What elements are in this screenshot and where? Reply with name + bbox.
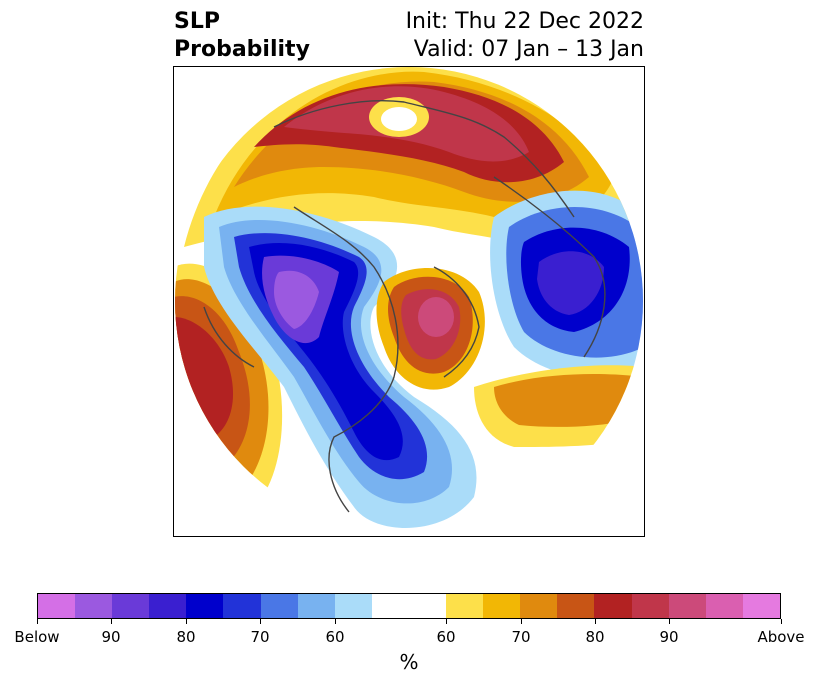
colorbar-tick-label: Above (757, 628, 805, 646)
colorbar-segment (149, 594, 187, 618)
colorbar-segment (668, 594, 706, 618)
colorbar-segment (297, 594, 335, 618)
colorbar-tickmark (669, 619, 670, 624)
title-line-1: SLP (174, 9, 220, 34)
colorbar-tick-label: 70 (250, 628, 270, 646)
colorbar-tickmark (781, 619, 782, 624)
colorbar-segment (75, 594, 113, 618)
colorbar-segment (112, 594, 150, 618)
colorbar-tick-label: 90 (101, 628, 121, 646)
colorbar-tickmark (111, 619, 112, 624)
colorbar-unit: % (399, 650, 419, 674)
colorbar-tick-label: 80 (176, 628, 196, 646)
colorbar-tickmark (335, 619, 336, 624)
colorbar-tickmark (521, 619, 522, 624)
colorbar-tick-label: 60 (325, 628, 345, 646)
coastlines (203, 100, 606, 513)
init-date: Init: Thu 22 Dec 2022 (405, 9, 644, 34)
title-line-2: Probability (174, 37, 310, 62)
colorbar-tick-label: 70 (511, 628, 531, 646)
colorbar-tick-label: Below (14, 628, 60, 646)
colorbar-segment (520, 594, 558, 618)
colorbar-tickmark (37, 619, 38, 624)
colorbar-segment (38, 594, 76, 618)
colorbar-segment (408, 594, 447, 618)
colorbar-segment (446, 594, 484, 618)
valid-period: Valid: 07 Jan – 13 Jan (413, 37, 644, 62)
colorbar-segment (186, 594, 224, 618)
colorbar-segment (557, 594, 595, 618)
colorbar-tickmark (595, 619, 596, 624)
colorbar-tick-label: 60 (436, 628, 456, 646)
colorbar-segment (260, 594, 298, 618)
colorbar (37, 593, 781, 619)
colorbar-tickmark (260, 619, 261, 624)
map-panel (173, 66, 645, 537)
colorbar-segment (223, 594, 261, 618)
colorbar-tick-label: 80 (585, 628, 605, 646)
colorbar-segment (594, 594, 632, 618)
title-dates: Init: Thu 22 Dec 2022 Valid: 07 Jan – 13… (406, 8, 644, 64)
colorbar-segment (483, 594, 521, 618)
colorbar-segment (334, 594, 372, 618)
colorbar-tickmark (186, 619, 187, 624)
title-variable: SLP Probability (174, 8, 310, 64)
colorbar-tickmark (446, 619, 447, 624)
probability-map (175, 67, 643, 535)
colorbar-segment (742, 594, 780, 618)
colorbar-segment (371, 594, 409, 618)
colorbar-tick-label: 90 (659, 628, 679, 646)
colorbar-segment (631, 594, 669, 618)
colorbar-segment (705, 594, 743, 618)
